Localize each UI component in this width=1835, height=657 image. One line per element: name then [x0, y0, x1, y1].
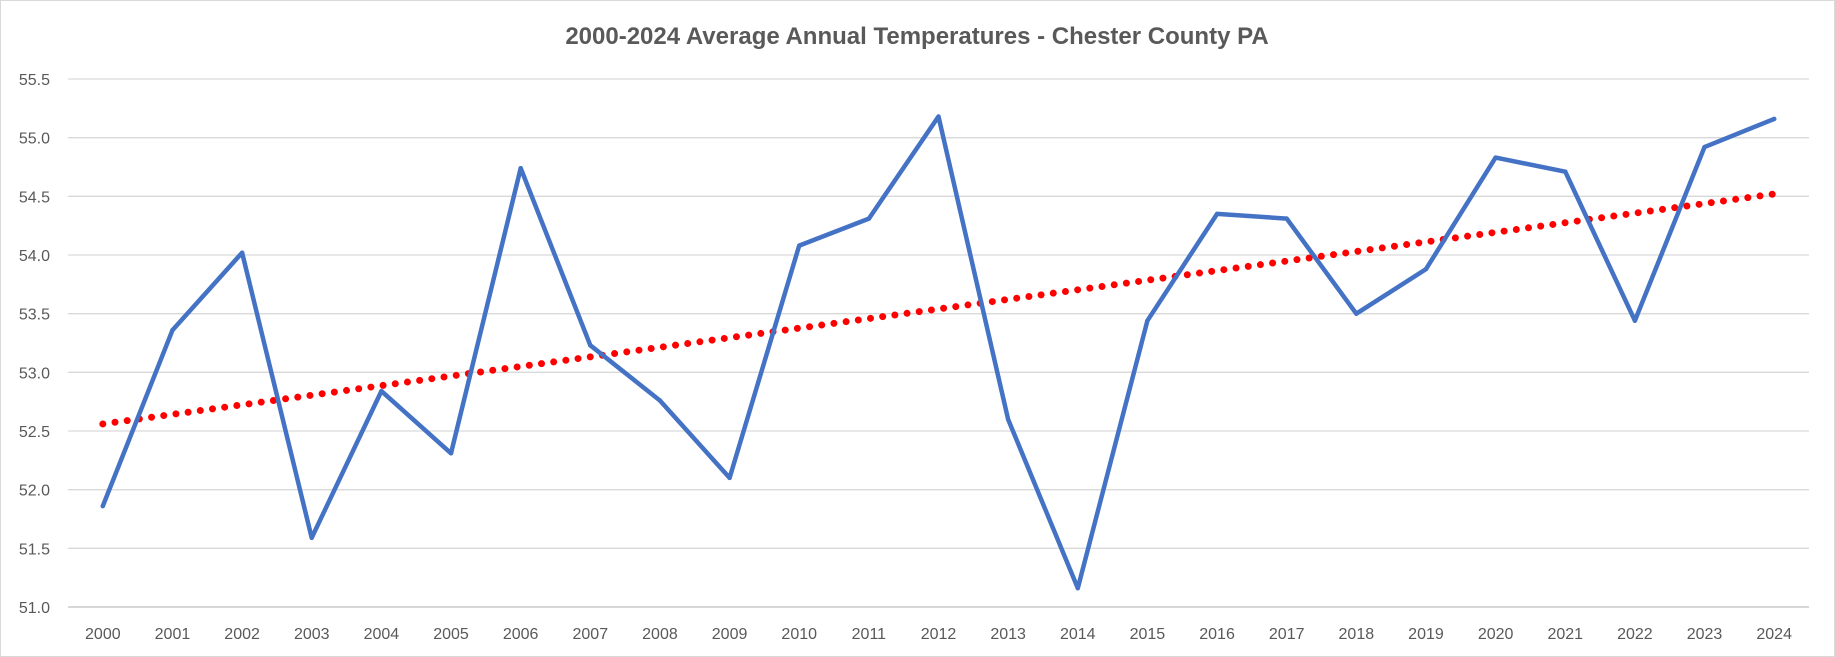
data-point — [1214, 211, 1220, 217]
y-tick-label: 54.5 — [19, 189, 50, 206]
data-point — [1005, 417, 1011, 422]
x-tick-label: 2017 — [1269, 626, 1305, 643]
chart-title: 2000-2024 Average Annual Temperatures - … — [565, 23, 1268, 50]
x-tick-label: 2019 — [1408, 626, 1444, 643]
trendline-dotted — [99, 190, 1778, 428]
x-tick-label: 2013 — [990, 626, 1026, 643]
x-tick-label: 2024 — [1756, 626, 1792, 643]
x-tick-label: 2001 — [155, 626, 191, 643]
x-tick-label: 2000 — [85, 626, 121, 643]
data-point — [309, 535, 314, 540]
data-point — [379, 388, 384, 394]
y-tick-label: 52.5 — [19, 424, 50, 441]
x-tick-label: 2008 — [642, 626, 678, 643]
data-point — [1075, 586, 1080, 591]
x-tick-label: 2007 — [573, 626, 609, 643]
data-point — [657, 398, 663, 403]
x-tick-label: 2016 — [1199, 626, 1235, 643]
data-point — [100, 503, 106, 509]
data-point — [588, 343, 593, 348]
data-point — [170, 327, 175, 333]
y-tick-label: 55.0 — [19, 131, 50, 148]
x-tick-label: 2009 — [712, 626, 748, 643]
data-point — [1284, 216, 1289, 221]
x-tick-label: 2014 — [1060, 626, 1096, 643]
x-tick-label: 2020 — [1478, 626, 1514, 643]
data-point — [727, 475, 732, 481]
data-point — [518, 165, 523, 171]
data-point — [936, 114, 941, 119]
data-point — [1771, 116, 1777, 122]
data-point — [1354, 311, 1359, 316]
x-tick-label: 2012 — [921, 626, 957, 643]
x-tick-label: 2023 — [1687, 626, 1723, 643]
y-axis: 51.0 51.5 52.0 52.5 53.0 53.5 54.0 54.5 55.0 55.5 — [19, 72, 50, 617]
x-tick-label: 2004 — [364, 626, 400, 643]
x-tick-label: 2011 — [852, 626, 887, 643]
data-point — [1632, 318, 1638, 323]
data-point — [1493, 155, 1498, 160]
data-point — [448, 451, 454, 456]
series-line — [100, 114, 1777, 591]
y-tick-label: 51.0 — [19, 600, 50, 617]
y-tick-label: 53.5 — [19, 307, 50, 324]
y-tick-label: 51.5 — [19, 541, 50, 558]
x-tick-label: 2002 — [224, 626, 260, 643]
x-tick-label: 2022 — [1617, 626, 1653, 643]
data-point — [1145, 318, 1150, 323]
x-tick-label: 2018 — [1339, 626, 1375, 643]
data-point — [866, 216, 872, 221]
temperature-series — [100, 114, 1777, 591]
y-tick-label: 53.0 — [19, 365, 50, 382]
data-point — [239, 250, 245, 255]
x-tick-label: 2006 — [503, 626, 539, 643]
x-tick-label: 2015 — [1130, 626, 1166, 643]
x-axis: 2000 2001 2002 2003 2004 2005 2006 2007 2008 2009… — [85, 626, 1792, 643]
x-tick-label: 2010 — [781, 626, 817, 643]
x-tick-label: 2003 — [294, 626, 330, 643]
y-tick-label: 55.5 — [19, 72, 50, 89]
data-point — [797, 243, 802, 248]
trendline — [99, 190, 1778, 428]
y-tick-label: 52.0 — [19, 483, 50, 500]
x-tick-label: 2021 — [1547, 626, 1583, 643]
gridlines — [68, 78, 1809, 608]
data-point — [1423, 266, 1429, 272]
y-tick-label: 54.0 — [19, 248, 50, 265]
data-point — [1702, 144, 1707, 150]
x-tick-label: 2005 — [433, 626, 469, 643]
data-point — [1563, 169, 1568, 174]
